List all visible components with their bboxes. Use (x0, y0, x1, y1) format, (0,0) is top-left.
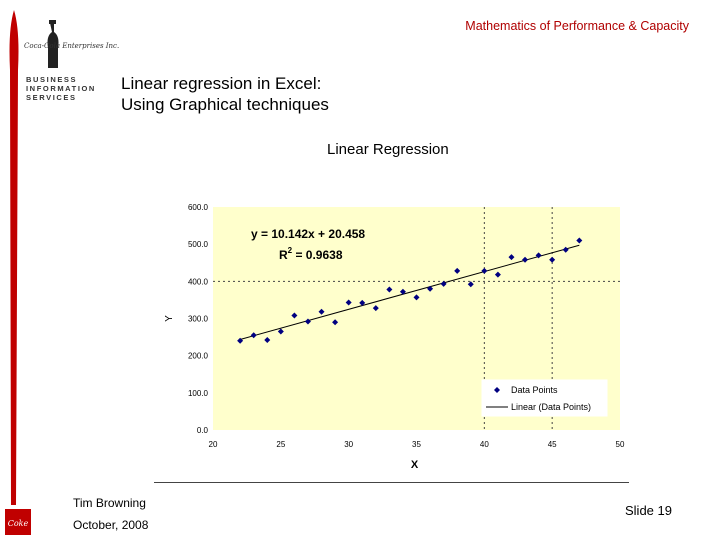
slide-title: Linear regression in Excel: Using Graphi… (121, 73, 329, 115)
data-point (386, 286, 393, 293)
y-tick-label: 300.0 (188, 315, 209, 324)
data-point (304, 318, 311, 325)
company-logo: Coca-Cola Enterprises Inc. (20, 8, 119, 103)
regression-line (239, 244, 580, 340)
data-point (562, 246, 569, 253)
slide-title-line: Using Graphical techniques (121, 95, 329, 114)
data-point (237, 337, 244, 344)
data-point (345, 299, 352, 306)
data-point (250, 332, 257, 339)
data-point (535, 252, 542, 259)
y-tick-label: 200.0 (188, 352, 209, 361)
data-point (454, 267, 461, 274)
x-tick-label: 20 (209, 440, 218, 449)
data-point (359, 299, 366, 306)
data-point (277, 328, 284, 335)
equation-label: y = 10.142x + 20.458 (251, 227, 365, 241)
y-tick-label: 400.0 (188, 277, 209, 286)
x-tick-label: 30 (344, 440, 353, 449)
data-point (522, 256, 529, 263)
r-squared-label: R2 = 0.9638 (279, 246, 343, 262)
data-point (576, 237, 583, 244)
data-point (291, 312, 298, 319)
legend-label-points: Data Points (511, 385, 558, 395)
data-point (264, 337, 271, 344)
author-name: Tim Browning (73, 496, 146, 510)
data-point (399, 288, 406, 295)
chart-title: Linear Regression (327, 141, 449, 158)
x-tick-label: 40 (480, 440, 489, 449)
brand-line: SERVICES (26, 93, 77, 102)
x-tick-label: 45 (548, 440, 557, 449)
data-point (494, 271, 501, 278)
data-point (508, 254, 515, 261)
brand-line: BUSINESS (26, 75, 78, 84)
data-point (318, 308, 325, 315)
footer-divider (154, 482, 629, 483)
business-unit-lines: BUSINESS INFORMATION SERVICES (26, 75, 96, 102)
header-title: Mathematics of Performance & Capacity (465, 19, 689, 33)
data-point (440, 280, 447, 287)
data-point (481, 267, 488, 274)
y-tick-label: 500.0 (188, 240, 209, 249)
x-axis-label: X (411, 459, 419, 471)
data-point (549, 256, 556, 263)
data-point (467, 281, 474, 288)
x-tick-label: 25 (276, 440, 285, 449)
presentation-date: October, 2008 (73, 518, 149, 532)
y-axis-label: Y (164, 315, 175, 322)
x-tick-label: 50 (616, 440, 625, 449)
x-tick-label: 35 (412, 440, 421, 449)
y-tick-label: 100.0 (188, 389, 209, 398)
coca-cola-logo-icon: Coke (5, 509, 31, 535)
data-point (427, 285, 434, 292)
data-point (332, 319, 339, 326)
y-tick-label: 600.0 (188, 203, 209, 212)
logo-script-text: Coca-Cola Enterprises Inc. (24, 42, 120, 50)
data-point (413, 294, 420, 301)
red-sidebar-bar (9, 10, 19, 505)
data-point (372, 305, 379, 312)
legend-marker-points (494, 387, 500, 393)
slide-number: Slide 19 (625, 503, 672, 518)
legend-label-linear: Linear (Data Points) (511, 402, 591, 412)
brand-line: INFORMATION (26, 84, 96, 93)
slide-title-line: Linear regression in Excel: (121, 74, 322, 93)
bottle-icon (47, 20, 59, 68)
svg-text:Coke: Coke (8, 519, 29, 528)
y-tick-label: 0.0 (197, 426, 209, 435)
legend-box (481, 379, 608, 417)
